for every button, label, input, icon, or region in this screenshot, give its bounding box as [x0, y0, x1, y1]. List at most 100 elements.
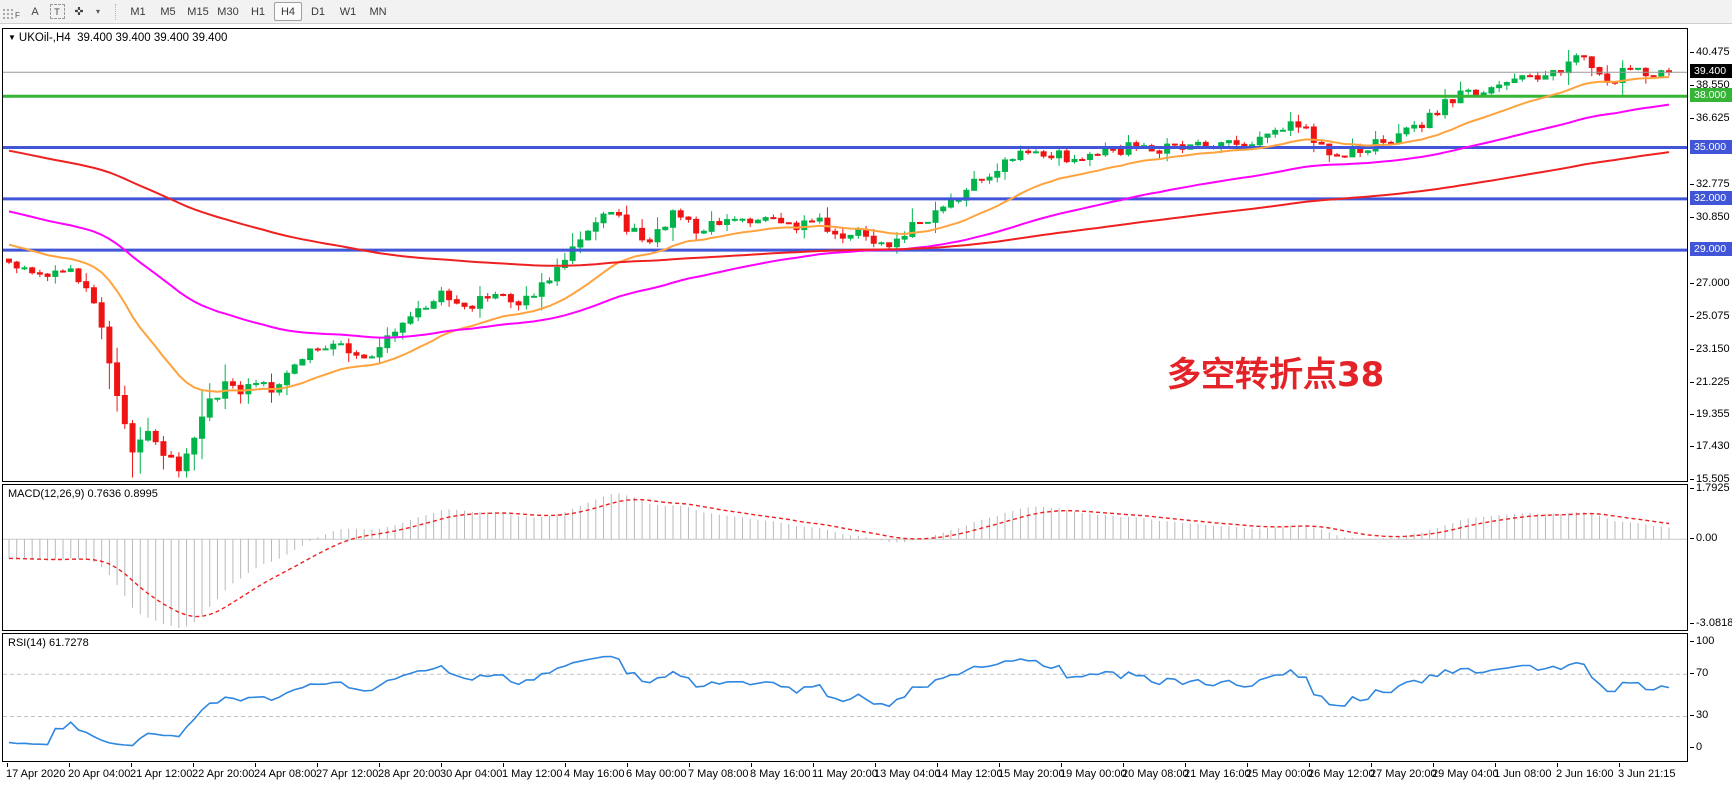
rsi-tick: 70	[1690, 667, 1708, 680]
date-tick: 1 May 12:00	[502, 768, 563, 780]
ohlc-values: 39.400 39.400 39.400 39.400	[77, 32, 228, 44]
date-tick: 8 May 16:00	[750, 768, 811, 780]
date-tick-mark	[1619, 763, 1620, 767]
price-badge-39.400: 39.400	[1690, 64, 1732, 79]
macd-chart[interactable]	[3, 485, 1687, 630]
price-badge-32.000: 32.000	[1690, 190, 1732, 205]
date-tick: 14 May 12:00	[936, 768, 1003, 780]
date-tick-mark	[1557, 763, 1558, 767]
price-tick: 32.775	[1690, 178, 1730, 191]
tf-button-M1[interactable]: M1	[130, 5, 146, 18]
date-tick-mark	[7, 763, 8, 767]
text-label-icon: T	[49, 4, 65, 19]
macd-tick: 0.00	[1690, 532, 1717, 545]
tf-button-MN[interactable]: MN	[369, 5, 387, 18]
tf-button-W1[interactable]: W1	[339, 5, 357, 18]
price-tick: 25.075	[1690, 310, 1730, 323]
date-tick: 29 May 04:00	[1432, 768, 1499, 780]
toolbar: F A T ✜ ▾ M1 M5 M15 M30 H1 H4 D1 W1 MN	[0, 0, 1732, 24]
date-tick-mark	[1309, 763, 1310, 767]
toolbar-separator	[115, 3, 117, 20]
price-tick: 27.000	[1690, 277, 1730, 290]
rsi-chart[interactable]	[3, 634, 1687, 761]
date-tick: 30 Apr 04:00	[440, 768, 503, 780]
drawing-tools-group: A T ✜ ▾	[24, 2, 109, 22]
date-tick: 21 May 16:00	[1184, 768, 1251, 780]
date-tick: 22 Apr 20:00	[192, 768, 255, 780]
date-tick-mark	[875, 763, 876, 767]
date-tick: 24 Apr 08:00	[254, 768, 317, 780]
tf-button-M15[interactable]: M15	[187, 5, 209, 18]
text-label-tool-button[interactable]: T	[47, 2, 67, 22]
macd-panel[interactable]: MACD(12,26,9) 0.7636 0.8995	[2, 484, 1688, 631]
macd-tick: -3.0818	[1690, 617, 1732, 630]
date-tick-mark	[937, 763, 938, 767]
price-tick: 15.505	[1690, 473, 1730, 486]
date-tick-mark	[1123, 763, 1124, 767]
tf-button-M5[interactable]: M5	[160, 5, 176, 18]
price-tick: 21.225	[1690, 376, 1730, 389]
price-tick: 23.150	[1690, 343, 1730, 356]
date-tick-mark	[69, 763, 70, 767]
timeframe-group: M1 M5 M15 M30 H1 H4 D1 W1 MN	[123, 2, 393, 21]
rsi-label: RSI(14) 61.7278	[8, 637, 89, 649]
date-tick: 26 May 12:00	[1308, 768, 1375, 780]
tf-button-H1[interactable]: H1	[250, 5, 266, 18]
cursor-tool-button[interactable]: ✜	[74, 6, 84, 18]
date-tick: 15 May 20:00	[998, 768, 1065, 780]
price-tick: 40.475	[1690, 46, 1730, 59]
date-tick-mark	[813, 763, 814, 767]
tf-button-D1[interactable]: D1	[310, 5, 326, 18]
date-tick: 6 May 00:00	[626, 768, 687, 780]
date-tick-mark	[441, 763, 442, 767]
date-tick: 1 Jun 08:00	[1494, 768, 1552, 780]
price-badge-29.000: 29.000	[1690, 242, 1732, 257]
macd-label: MACD(12,26,9) 0.7636 0.8995	[8, 488, 158, 500]
date-tick-mark	[1247, 763, 1248, 767]
date-tick-mark	[131, 763, 132, 767]
date-tick-mark	[193, 763, 194, 767]
rsi-tick: 100	[1690, 635, 1714, 648]
price-badge-35.000: 35.000	[1690, 139, 1732, 154]
date-tick: 28 Apr 20:00	[378, 768, 441, 780]
date-tick-mark	[1061, 763, 1062, 767]
date-tick-mark	[999, 763, 1000, 767]
date-tick-mark	[1495, 763, 1496, 767]
date-tick-mark	[317, 763, 318, 767]
tf-button-M30[interactable]: M30	[217, 5, 239, 18]
collapse-arrow-icon[interactable]: ▼	[8, 33, 16, 42]
date-tick: 17 Apr 2020	[6, 768, 66, 780]
date-tick: 4 May 16:00	[564, 768, 625, 780]
dropdown-caret-icon[interactable]: ▾	[95, 7, 100, 16]
chart-text-annotation[interactable]: 多空转折点38	[1167, 355, 1385, 395]
date-tick: 11 May 20:00	[812, 768, 878, 780]
date-tick-mark	[503, 763, 504, 767]
price-tick: 19.355	[1690, 408, 1730, 421]
tf-button-H4[interactable]: H4	[274, 2, 302, 21]
rsi-tick: 30	[1690, 709, 1708, 722]
grip-label: F	[15, 10, 20, 20]
date-tick-mark	[565, 763, 566, 767]
date-tick: 7 May 08:00	[688, 768, 749, 780]
date-tick: 25 May 00:00	[1246, 768, 1313, 780]
rsi-tick: 0	[1690, 741, 1702, 754]
date-axis: 17 Apr 2020 20 Apr 04:00 21 Apr 12:00 22 Ap…	[2, 763, 1688, 788]
date-tick-mark	[1433, 763, 1434, 767]
price-axis: 40.47538.55036.62534.70032.77530.85027.0…	[1690, 28, 1732, 485]
date-tick: 21 Apr 12:00	[130, 768, 193, 780]
font-tool-button[interactable]: A	[31, 5, 39, 18]
price-badge-38.000: 38.000	[1690, 88, 1732, 103]
rsi-panel[interactable]: RSI(14) 61.7278	[2, 633, 1688, 762]
candlestick-chart[interactable]	[3, 29, 1687, 481]
toolbar-grip[interactable]: F	[2, 4, 24, 20]
date-tick-mark	[1371, 763, 1372, 767]
rsi-axis: 100 70 30 0	[1690, 633, 1732, 762]
price-tick: 30.850	[1690, 211, 1730, 224]
price-tick: 17.430	[1690, 440, 1730, 453]
date-tick: 20 May 08:00	[1122, 768, 1189, 780]
date-tick-mark	[751, 763, 752, 767]
date-tick-mark	[689, 763, 690, 767]
date-tick: 2 Jun 16:00	[1556, 768, 1614, 780]
main-chart-panel[interactable]: ▼ UKOil-,H4 39.400 39.400 39.400 39.400 多…	[2, 28, 1688, 482]
